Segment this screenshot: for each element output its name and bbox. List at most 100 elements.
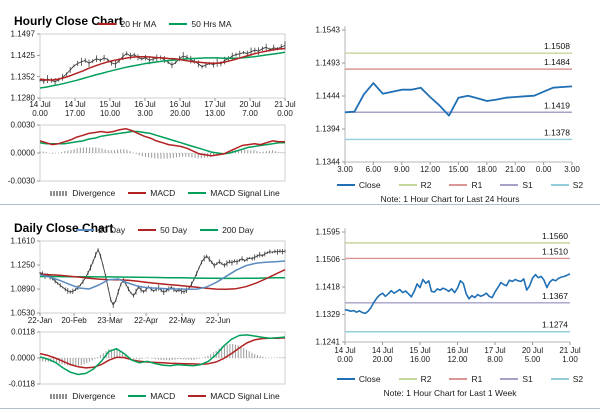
svg-text:0.00: 0.00 [536, 165, 552, 174]
svg-text:-0.0030: -0.0030 [8, 177, 36, 186]
svg-text:1.1506: 1.1506 [316, 255, 341, 264]
svg-text:17 Jul: 17 Jul [484, 346, 506, 355]
legend-label: 50 Hrs MA [191, 19, 232, 29]
daily-chart-title: Daily Close Chart [14, 220, 114, 235]
legend-label: Close [358, 180, 381, 190]
legend-item-s1: S1 [500, 374, 533, 384]
legend-label: MACD Signal Line [210, 188, 280, 198]
svg-text:0.0000: 0.0000 [11, 354, 36, 363]
svg-text:1.1595: 1.1595 [316, 228, 341, 237]
horizontal-divider-bottom [0, 408, 600, 409]
svg-text:0.00: 0.00 [32, 109, 48, 118]
legend-label: S2 [572, 374, 584, 384]
svg-text:1.1493: 1.1493 [316, 59, 341, 68]
legend-label: Close [358, 374, 381, 384]
svg-text:15.00: 15.00 [448, 165, 469, 174]
svg-text:-0.0118: -0.0118 [8, 380, 35, 389]
legend-item-s2: S2 [550, 180, 583, 190]
svg-text:0.0000: 0.0000 [11, 149, 36, 158]
line-swatch-icon [398, 378, 417, 380]
svg-text:0.00: 0.00 [337, 355, 353, 364]
svg-text:20.00: 20.00 [170, 109, 191, 118]
svg-text:14 Jul: 14 Jul [372, 346, 394, 355]
svg-text:20 Jul: 20 Jul [522, 346, 544, 355]
svg-text:3.00: 3.00 [337, 165, 353, 174]
svg-text:20 Jul: 20 Jul [239, 100, 261, 109]
line-swatch-icon [128, 192, 147, 194]
hourly-ma-legend: 20 Hr MA 50 Hrs MA [40, 19, 290, 29]
svg-text:12.00: 12.00 [420, 165, 441, 174]
line-swatch-icon [76, 229, 95, 231]
legend-item-macd: MACD [128, 188, 175, 198]
svg-text:1.1510: 1.1510 [542, 246, 568, 256]
svg-text:21 Jul: 21 Jul [559, 346, 581, 355]
weekly-sr-note: Note: 1 Hour Chart for Last 1 Week [383, 388, 517, 398]
legend-label: R1 [471, 180, 483, 190]
hourly-sr-panel: 1.1543 1.1493 1.1444 1.1394 1.1344 3.00 6.00 9.… [300, 0, 600, 204]
svg-text:16 Jul: 16 Jul [134, 100, 156, 109]
legend-item-50-day: 50 Day [138, 225, 187, 235]
svg-text:1.1344: 1.1344 [316, 158, 341, 167]
daily-macd-legend: Divergence MACD MACD Signal Line [40, 391, 290, 401]
svg-text:16 Jul: 16 Jul [169, 100, 191, 109]
hourly-sr-note: Note: 1 Hour Chart for Last 24 Hours [380, 194, 520, 204]
line-swatch-icon [550, 184, 569, 186]
svg-text:20-Feb: 20-Feb [61, 316, 87, 325]
svg-text:1.1378: 1.1378 [544, 127, 570, 137]
legend-item-macd-signal-line: MACD Signal Line [188, 188, 280, 198]
legend-item-r2: R2 [398, 180, 432, 190]
line-swatch-icon [336, 184, 355, 186]
svg-text:1.1329: 1.1329 [316, 310, 341, 319]
svg-text:22-Jun: 22-Jun [206, 316, 230, 325]
svg-text:14 Jul: 14 Jul [334, 346, 356, 355]
legend-label: 20 Hr MA [120, 19, 157, 29]
svg-text:1.1280: 1.1280 [11, 94, 36, 103]
hourly-sr-legend: Close R2 R1 S1 S2 [335, 180, 585, 190]
legend-label: R2 [420, 374, 432, 384]
svg-text:1.1497: 1.1497 [11, 30, 36, 39]
svg-text:20.00: 20.00 [372, 355, 393, 364]
svg-text:17.00: 17.00 [65, 109, 86, 118]
line-swatch-icon [449, 378, 468, 380]
svg-text:1.0890: 1.0890 [11, 285, 36, 294]
line-swatch-icon [449, 184, 468, 186]
legend-item-close: Close [336, 374, 381, 384]
svg-text:1.1394: 1.1394 [316, 125, 341, 134]
svg-text:8.00: 8.00 [487, 355, 503, 364]
horizontal-divider [0, 204, 600, 205]
legend-item-divergence: Divergence [50, 391, 115, 401]
svg-text:21 Jul: 21 Jul [274, 100, 296, 109]
divergence-swatch-icon [50, 393, 69, 399]
legend-label: R2 [420, 180, 432, 190]
svg-text:1.00: 1.00 [562, 355, 578, 364]
line-swatch-icon [188, 395, 207, 397]
legend-item-macd-signal-line: MACD Signal Line [188, 391, 280, 401]
svg-text:1.0530: 1.0530 [11, 309, 36, 318]
line-swatch-icon [550, 378, 569, 380]
daily-ma-legend: 20 Day 50 Day 200 Day [40, 225, 290, 235]
hourly-chart-title: Hourly Close Chart [14, 13, 123, 28]
legend-item-close: Close [336, 180, 381, 190]
legend-label: 200 Day [222, 225, 254, 235]
hourly-macd-legend: Divergence MACD MACD Signal Line [40, 188, 290, 198]
legend-item-20-hr-ma: 20 Hr MA [98, 19, 156, 29]
svg-text:1.1367: 1.1367 [542, 291, 568, 301]
legend-label: MACD [150, 188, 176, 198]
svg-text:1.1425: 1.1425 [11, 51, 36, 60]
legend-item-r1: R1 [449, 180, 482, 190]
line-swatch-icon [500, 378, 519, 380]
legend-label: 50 Day [160, 225, 188, 235]
svg-text:13.00: 13.00 [205, 109, 226, 118]
legend-label: MACD Signal Line [210, 391, 280, 401]
svg-text:16 Jul: 16 Jul [447, 346, 469, 355]
svg-text:21.00: 21.00 [505, 165, 526, 174]
legend-item-r1: R1 [449, 374, 482, 384]
svg-text:0.0118: 0.0118 [11, 328, 35, 337]
svg-text:9.00: 9.00 [394, 165, 410, 174]
legend-item-200-day: 200 Day [200, 225, 254, 235]
legend-item-20-day: 20 Day [76, 225, 125, 235]
legend-label: S1 [522, 374, 533, 384]
svg-text:5.00: 5.00 [525, 355, 541, 364]
